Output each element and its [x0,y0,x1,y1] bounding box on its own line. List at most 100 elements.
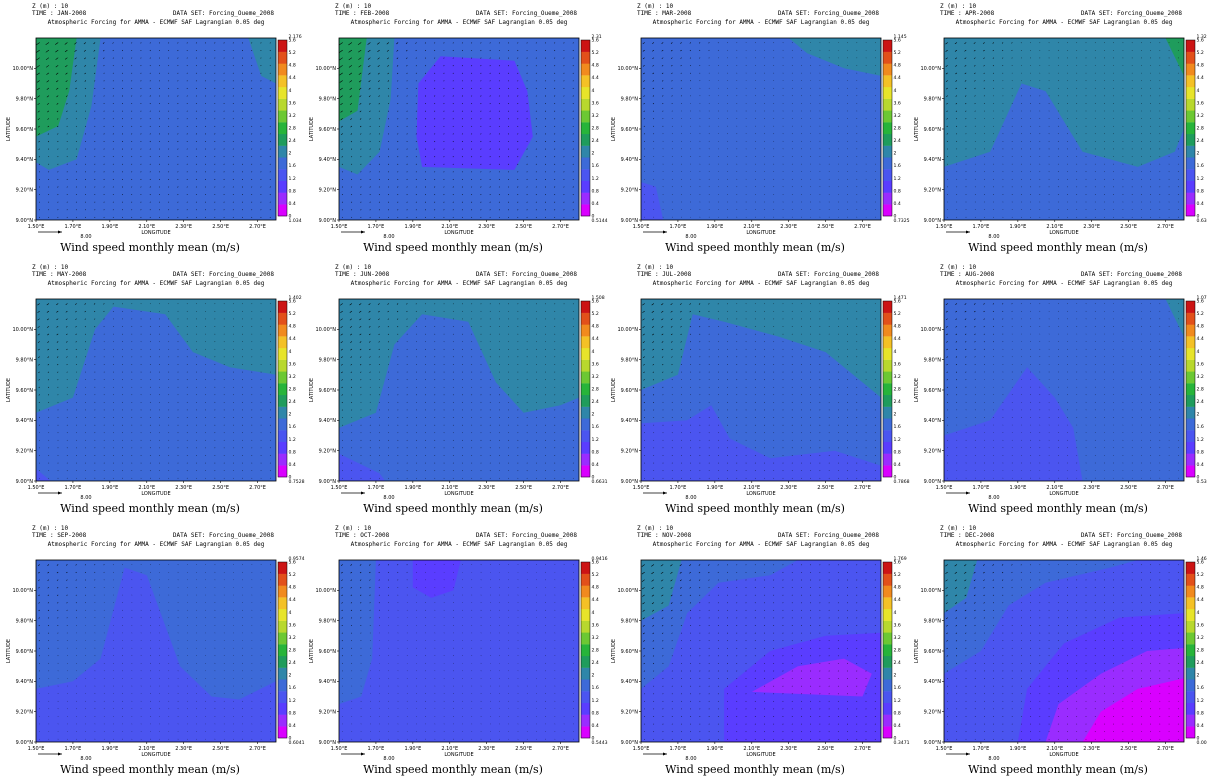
wind-vector [945,318,948,321]
colorbar-swatch [278,180,287,193]
colorbar-swatch [278,312,287,325]
colorbar-tick-label: 0.8 [1197,188,1204,194]
x-tick-label: 2.70°E [552,224,569,230]
wind-vector [544,194,547,196]
wind-vector [84,310,86,313]
plot-area [641,299,881,481]
wind-vector [378,171,380,173]
wind-vector [75,95,77,97]
wind-vector [544,80,547,82]
wind-vector [140,80,142,82]
wind-vector [56,87,59,90]
wind-vector [471,65,473,67]
wind-vector [946,133,948,135]
wind-vector [46,310,50,313]
wind-vector [186,163,188,165]
wind-vector [358,57,362,60]
wind-vector [945,303,948,306]
wind-vector [177,125,179,127]
wind-vector [260,65,262,67]
wind-vector [369,194,371,196]
colorbar-max-label: 1.145 [894,34,907,40]
wind-vector [205,178,207,180]
wind-vector [359,356,362,358]
wind-vector [350,148,353,150]
wind-vector [461,72,463,74]
wind-vector [471,186,473,188]
wind-vector [415,156,417,158]
wind-vector [360,171,362,173]
x-tick-label: 1.70°E [670,485,687,491]
wind-vector [955,356,958,358]
wind-vector [443,95,445,97]
wind-vector [241,57,244,59]
wind-vector [48,178,50,180]
wind-vector [378,216,380,218]
wind-vector [945,49,948,52]
dataset-label: DATA SET: Forcing_Oueme_2008 [1081,10,1183,17]
wind-vector [46,95,50,98]
wind-vector [643,386,645,389]
colorbar-swatch [883,430,892,442]
wind-vector [708,303,710,305]
x-tick-label: 2.70°E [854,485,871,491]
wind-vector [149,178,151,180]
wind-vector [572,148,574,150]
wind-vector [498,216,500,218]
wind-vector [158,95,160,97]
colorbar-tick-label: 0.8 [894,449,901,455]
colorbar-tick-label: 2.4 [1197,138,1204,144]
wind-vector [946,401,948,403]
x-tick-label: 2.70°E [249,224,266,230]
wind-vector [680,95,682,97]
wind-vector [232,133,234,135]
wind-vector [121,133,124,135]
wind-vector [554,194,556,196]
wind-vector [652,333,655,336]
wind-vector [357,42,362,46]
colorbar-tick-label: 5.2 [289,311,296,317]
wind-vector [131,209,133,211]
wind-vector [671,65,673,67]
wind-vector [554,110,556,112]
x-tick-label: 2.30°E [175,224,192,230]
wind-vector [415,72,417,74]
wind-vector [351,201,353,203]
wind-vector [186,49,188,52]
wind-vector [964,326,967,328]
wind-vector [232,118,234,120]
reference-arrowhead [663,230,667,234]
wind-vector [232,209,234,211]
wind-vector [195,110,197,112]
x-tick-label: 1.90°E [1009,224,1026,230]
wind-vector [205,194,207,196]
wind-vector [369,356,371,358]
time-label: TIME : FEB-2008 [335,10,390,17]
colorbar-tick-label: 2.8 [289,387,296,393]
wind-vector [47,110,50,113]
wind-vector [131,148,133,150]
wind-vector [1002,65,1004,67]
wind-vector [424,209,427,211]
wind-vector [65,326,68,328]
wind-vector [508,110,510,112]
z-level-label: Z (m) : 10 [940,3,977,10]
wind-vector [66,118,68,120]
colorbar-swatch [278,371,287,384]
wind-vector [480,125,482,127]
colorbar-tick-label: 4 [1197,88,1200,94]
wind-vector [717,303,719,305]
wind-vector [708,310,710,312]
y-tick-label: 9.00°N [16,218,34,224]
wind-vector [1020,42,1022,44]
wind-vector [75,171,77,173]
wind-vector [1002,57,1004,59]
colorbar-tick-label: 1.6 [894,424,901,430]
wind-vector [983,103,985,104]
wind-vector [351,156,353,158]
wind-vector [369,163,371,165]
wind-vector [388,125,390,127]
y-tick-label: 9.80°N [16,357,34,363]
colorbar-tick-label: 2.8 [894,387,901,393]
